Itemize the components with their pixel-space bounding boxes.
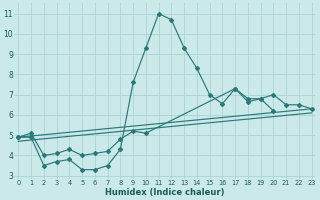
X-axis label: Humidex (Indice chaleur): Humidex (Indice chaleur) — [105, 188, 225, 197]
